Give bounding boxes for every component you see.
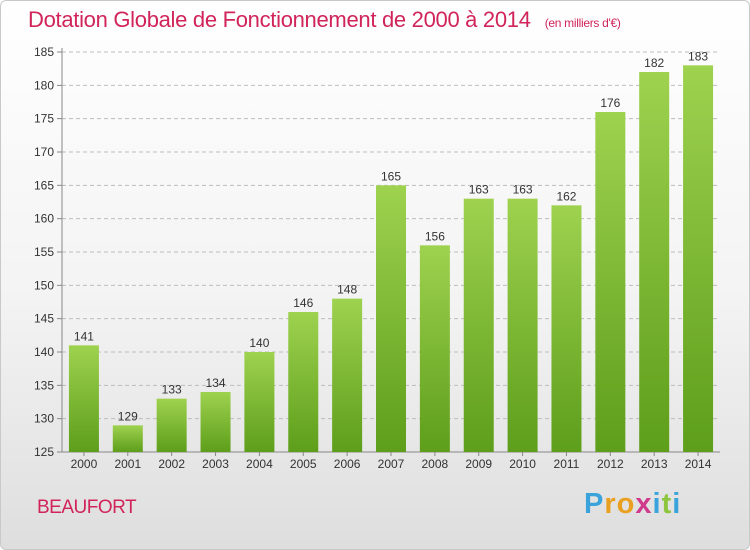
bar (288, 312, 319, 452)
x-tick-label: 2003 (202, 457, 229, 471)
commune-name: BEAUFORT (37, 497, 137, 518)
logo-letter: t (661, 488, 673, 520)
y-tick-label: 165 (34, 178, 54, 192)
y-tick-label: 140 (34, 345, 54, 359)
bar (683, 65, 714, 452)
y-tick-label: 180 (34, 78, 54, 92)
y-tick-label: 125 (34, 445, 54, 459)
logo-letter: P (584, 488, 605, 520)
bar-value-label: 183 (688, 49, 708, 63)
chart-title-text: Dotation Globale de Fonctionnement de 20… (28, 7, 531, 32)
x-tick-label: 2001 (114, 457, 141, 471)
bar (112, 425, 143, 452)
bar-value-label: 146 (293, 296, 313, 310)
bar-value-label: 176 (600, 96, 620, 110)
bars (68, 65, 714, 453)
logo-letter: o (616, 488, 636, 520)
x-tick-label: 2014 (685, 457, 712, 471)
x-tick-label: 2010 (509, 457, 536, 471)
x-tick-label: 2004 (246, 457, 273, 471)
y-tick-label: 135 (34, 378, 54, 392)
bar-value-label: 156 (425, 229, 445, 243)
y-tick-label: 175 (34, 112, 54, 126)
bar (332, 298, 363, 452)
bar-value-label: 163 (469, 183, 489, 197)
x-tick-label: 2011 (554, 457, 580, 471)
bar-value-label: 141 (74, 329, 94, 343)
y-tick-label: 145 (34, 312, 54, 326)
proxiti-logo: Proxiti (584, 488, 681, 521)
y-tick-label: 160 (34, 212, 54, 226)
x-tick-label: 2005 (290, 457, 317, 471)
x-tick-label: 2002 (158, 457, 185, 471)
y-tick-label: 170 (34, 145, 54, 159)
x-tick-label: 2000 (71, 457, 98, 471)
logo-letter: i (672, 488, 682, 520)
bar (463, 198, 494, 452)
x-tick-label: 2006 (334, 457, 361, 471)
bar-value-label: 134 (206, 376, 226, 390)
bar (244, 352, 275, 452)
y-tick-label: 155 (34, 245, 54, 259)
bar-value-label: 133 (162, 383, 182, 397)
labels: 125 130 135 140 145 150 155 160 165 170 175 180 185 1… (34, 45, 712, 471)
bar (419, 245, 450, 452)
y-tick-label: 185 (34, 45, 54, 59)
bar (68, 345, 99, 452)
bar-value-label: 162 (556, 189, 576, 203)
bar (156, 398, 187, 452)
logo-letter: r (604, 488, 617, 520)
bar-value-label: 140 (249, 336, 269, 350)
bar-value-label: 163 (513, 183, 533, 197)
x-tick-label: 2008 (422, 457, 449, 471)
bar (551, 205, 582, 452)
y-tick-label: 130 (34, 412, 54, 426)
x-tick-label: 2007 (378, 457, 405, 471)
x-tick-label: 2009 (465, 457, 492, 471)
bar (595, 112, 626, 452)
bar-value-label: 165 (381, 169, 401, 183)
bar-value-label: 148 (337, 283, 357, 297)
x-tick-label: 2012 (597, 457, 624, 471)
bar (639, 72, 670, 452)
bar (200, 392, 231, 452)
logo-letter: i (652, 488, 662, 520)
bar (376, 185, 406, 453)
chart-subtitle: (en milliers d'€) (544, 16, 621, 30)
bar-value-label: 182 (644, 56, 664, 70)
bar-value-label: 129 (118, 409, 138, 423)
y-tick-label: 150 (34, 278, 54, 292)
bar (507, 198, 538, 452)
chart-title: Dotation Globale de Fonctionnement de 20… (28, 7, 621, 33)
x-tick-label: 2013 (641, 457, 668, 471)
logo-letter: x (635, 488, 653, 520)
